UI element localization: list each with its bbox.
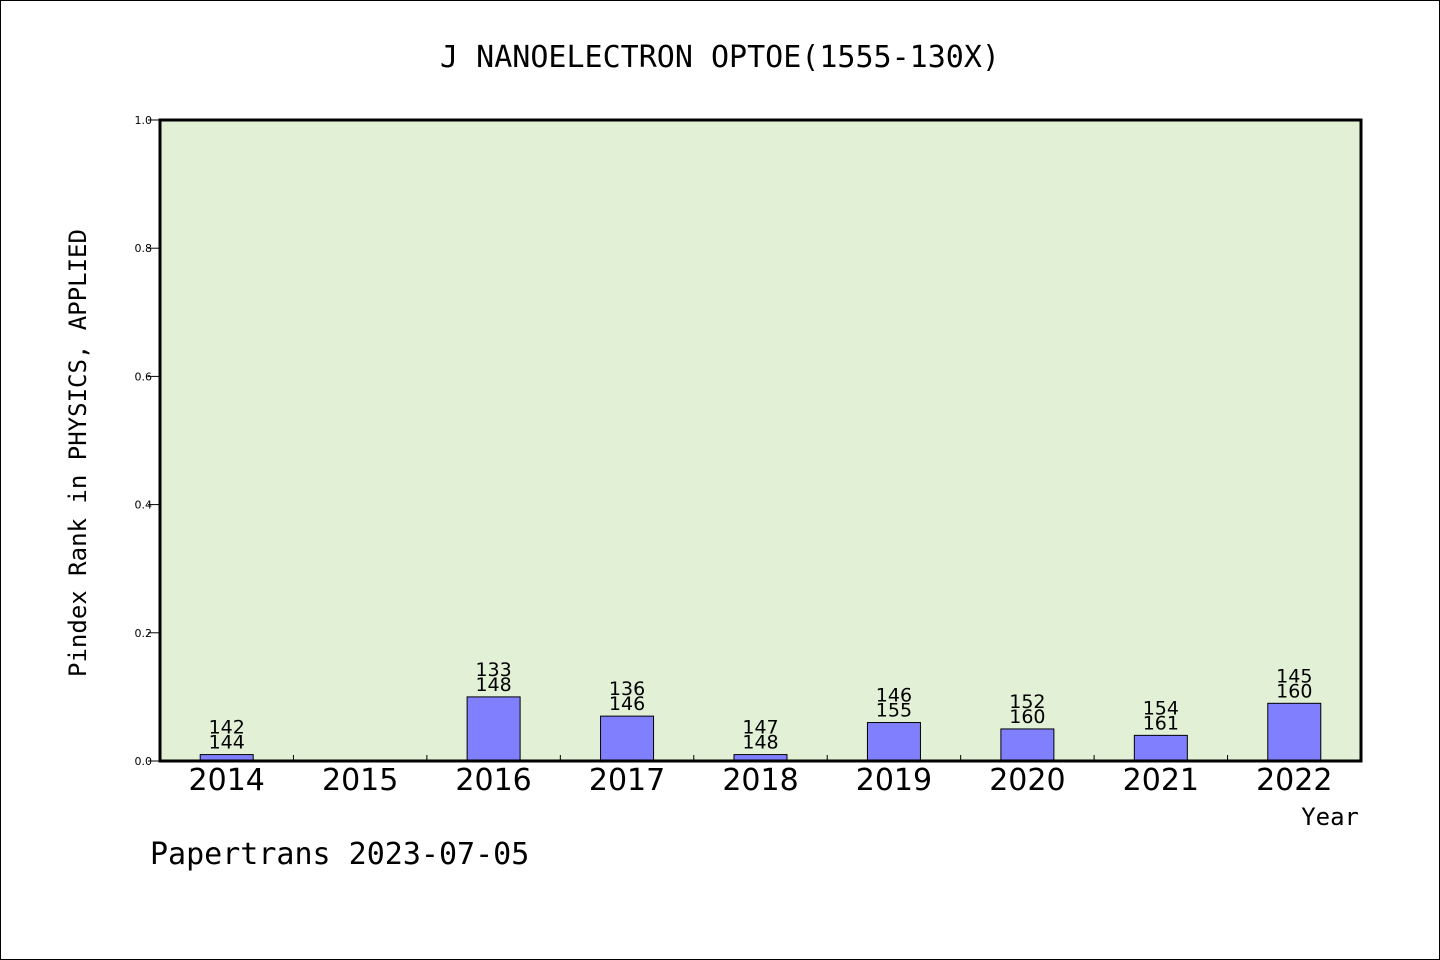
bar — [466, 696, 521, 762]
y-tick-label: 1.0 — [135, 114, 153, 127]
bar — [1133, 734, 1188, 762]
bar-label-top: 152 — [1009, 691, 1045, 713]
bar-label-top: 146 — [876, 685, 912, 707]
bar-label-bottom: 148 — [475, 674, 511, 696]
x-axis: 2014 2015 2016 2017 2018 2019 2020 2021 2022 — [189, 755, 1332, 798]
bar-label-bottom: 155 — [876, 700, 912, 722]
x-tick-label: 2020 — [989, 763, 1065, 798]
x-tick-label: 2019 — [856, 763, 932, 798]
x-tick-label: 2022 — [1256, 763, 1332, 798]
y-tick-label: 0.6 — [135, 370, 153, 383]
bar-label-bottom: 160 — [1276, 680, 1312, 702]
bar-label-bottom: 160 — [1009, 706, 1045, 728]
bar-label-bottom: 146 — [609, 693, 645, 715]
y-tick-label: 0.2 — [135, 627, 153, 640]
bar-label-top: 142 — [209, 717, 245, 739]
bar-label-top: 145 — [1276, 665, 1312, 687]
y-axis-label: Pindex Rank in PHYSICS, APPLIED — [64, 229, 92, 677]
bar-label-bottom: 144 — [209, 732, 245, 754]
bar-label-bottom: 161 — [1143, 712, 1179, 734]
bar-label-top: 154 — [1143, 697, 1179, 719]
x-tick-label: 2017 — [589, 763, 665, 798]
y-tick-label: 0.8 — [135, 242, 153, 255]
chart-title: J NANOELECTRON OPTOE(1555-130X) — [440, 40, 1000, 75]
y-axis: 0.0 0.2 0.4 0.6 0.8 1.0 — [135, 114, 160, 768]
x-tick-label: 2018 — [722, 763, 798, 798]
bar — [1000, 728, 1055, 762]
bar — [600, 715, 655, 762]
plot-area — [160, 120, 1361, 761]
y-tick-label: 0.0 — [135, 755, 153, 768]
bar-label-top: 136 — [609, 678, 645, 700]
bar-label-bottom: 148 — [742, 732, 778, 754]
x-tick-label: 2016 — [455, 763, 531, 798]
x-tick-label: 2014 — [189, 763, 265, 798]
bar-label-top: 147 — [742, 717, 778, 739]
y-tick-label: 0.4 — [135, 499, 153, 512]
x-tick-label: 2021 — [1123, 763, 1199, 798]
bar-label-top: 133 — [475, 659, 511, 681]
plot-border — [158, 118, 1363, 763]
bar — [1267, 702, 1322, 762]
x-axis-label: Year — [1301, 803, 1359, 831]
x-tick-label: 2015 — [322, 763, 398, 798]
bar — [866, 722, 921, 762]
footer-credit: Papertrans 2023-07-05 — [150, 837, 529, 872]
